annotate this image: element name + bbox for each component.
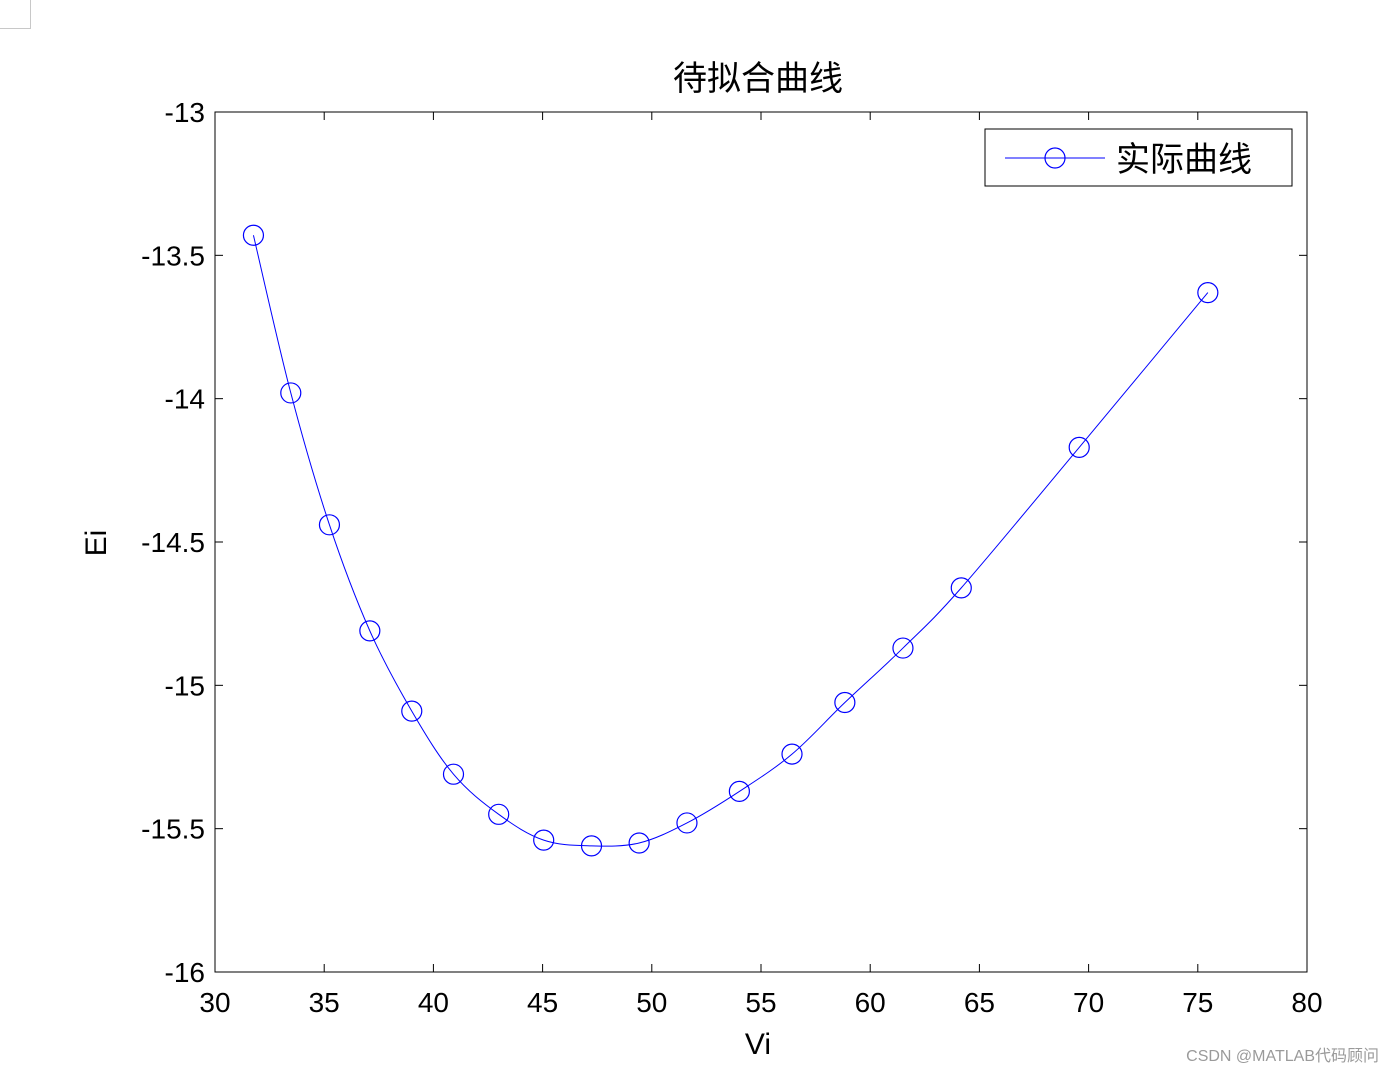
x-tick-label: 80: [1291, 987, 1322, 1018]
data-point-marker: [892, 637, 914, 659]
y-axis-label: Ei: [80, 530, 113, 557]
x-tick-label: 30: [199, 987, 230, 1018]
y-tick-label: -14: [165, 384, 205, 415]
data-point-marker: [580, 835, 603, 857]
plot-area: [214, 111, 1308, 973]
y-tick-label: -15: [165, 670, 205, 701]
series-line: [252, 235, 1209, 847]
x-axis: 30 35 40 45 50 55 60 65 70 75 80: [199, 112, 1323, 1018]
data-point-marker: [280, 382, 302, 404]
data-point-marker: [781, 743, 803, 765]
x-tick-label: 60: [855, 987, 886, 1018]
x-tick-label: 55: [745, 987, 776, 1018]
data-point-marker: [488, 803, 510, 825]
y-axis: -13 -13.5 -14 -14.5 -15 -15.5 -16: [141, 97, 1307, 988]
data-point-marker: [242, 224, 265, 246]
x-tick-label: 65: [964, 987, 995, 1018]
x-tick-label: 45: [527, 987, 558, 1018]
x-axis-label: Vi: [745, 1028, 771, 1061]
x-tick-label: 35: [309, 987, 340, 1018]
data-point-marker: [318, 514, 341, 536]
x-tick-label: 75: [1182, 987, 1213, 1018]
data-point-marker: [1068, 436, 1090, 458]
y-tick-label: -13.5: [141, 240, 205, 271]
data-point-marker: [533, 829, 555, 851]
y-tick-label: -15.5: [141, 814, 205, 845]
legend-entry-label: 实际曲线: [1116, 140, 1252, 180]
data-point-marker: [676, 812, 698, 834]
y-tick-label: -13: [165, 97, 205, 128]
window-corner-mark: [0, 0, 31, 29]
x-tick-label: 70: [1073, 987, 1104, 1018]
x-tick-label: 40: [418, 987, 449, 1018]
legend: 实际曲线: [984, 128, 1293, 187]
data-point-marker: [834, 691, 856, 714]
x-tick-label: 50: [636, 987, 667, 1018]
data-point-marker: [442, 763, 465, 785]
series-layer: [242, 224, 1219, 857]
data-point-marker: [359, 620, 381, 642]
legend-marker-swatch: [1044, 147, 1066, 169]
watermark-text: CSDN @MATLAB代码顾问: [1186, 1048, 1379, 1065]
data-point-marker: [728, 780, 750, 803]
data-point-marker: [950, 577, 972, 599]
chart-title: 待拟合曲线: [673, 59, 843, 99]
data-point-marker: [401, 700, 423, 722]
y-tick-label: -16: [165, 957, 205, 988]
data-point-marker: [628, 832, 650, 854]
data-point-marker: [1197, 282, 1219, 304]
y-tick-label: -14.5: [141, 527, 205, 558]
